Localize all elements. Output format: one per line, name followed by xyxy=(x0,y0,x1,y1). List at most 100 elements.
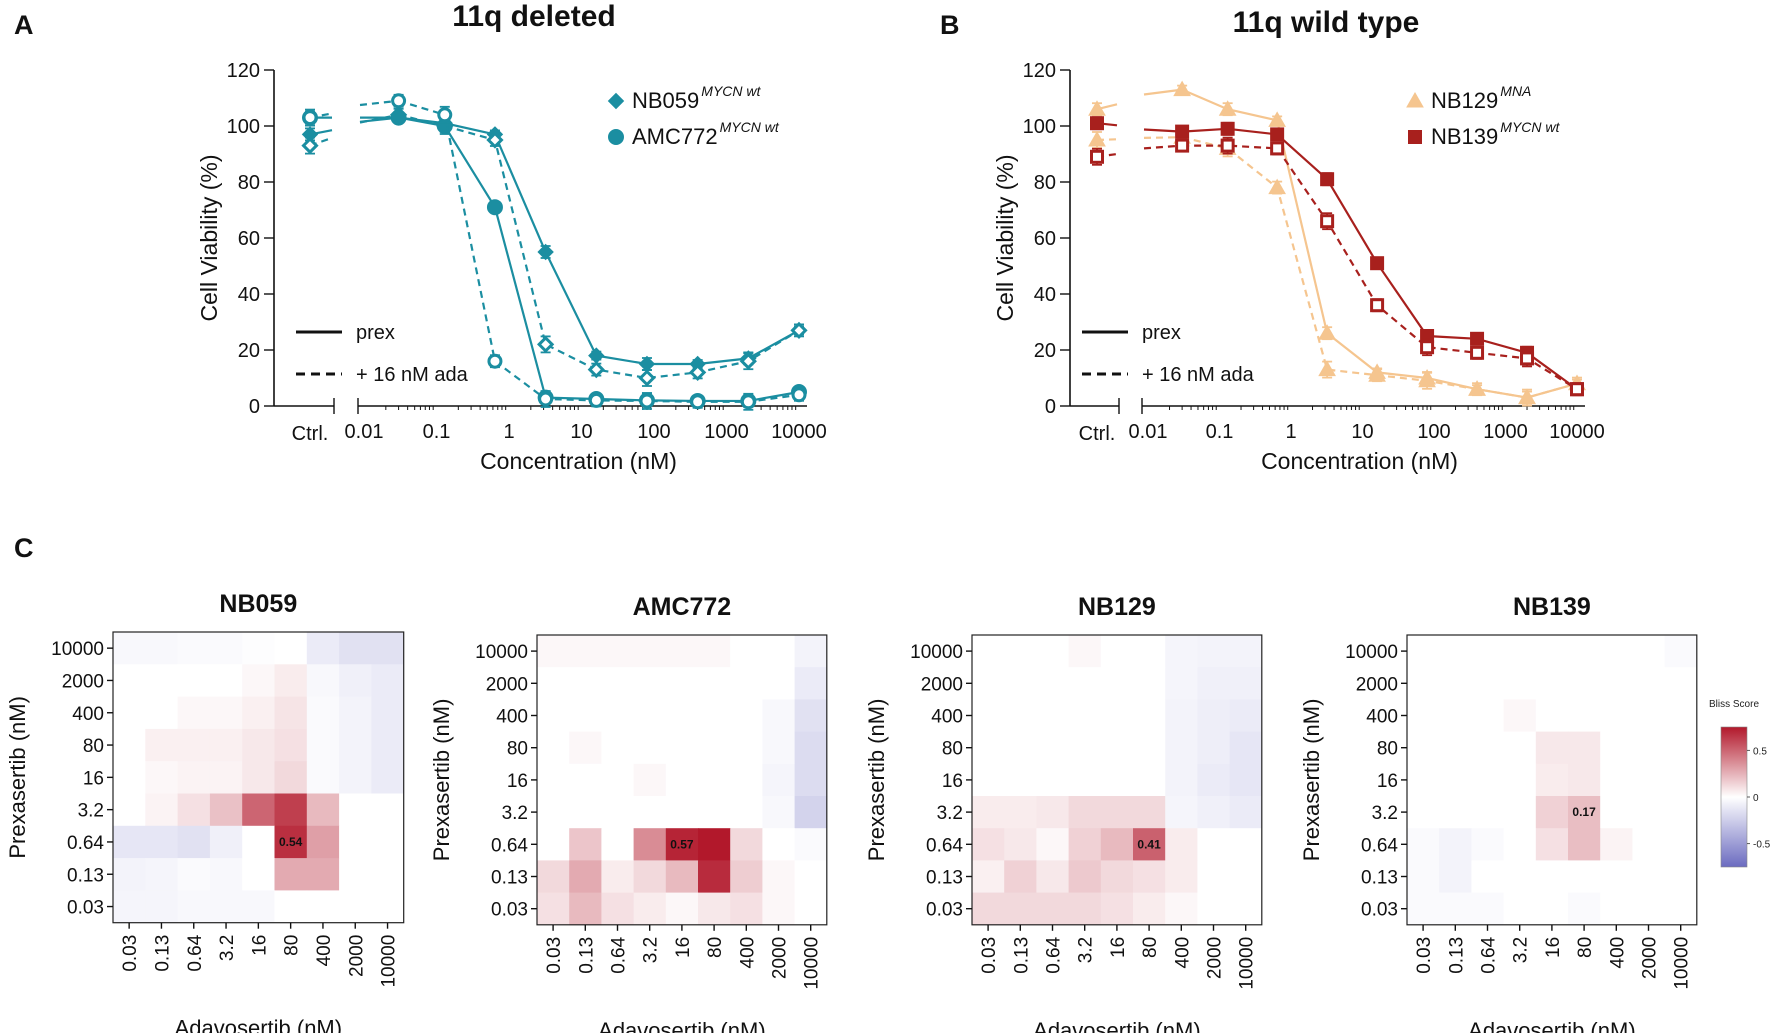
colorbar-bar xyxy=(1720,726,1748,868)
heatmap-cell xyxy=(1471,828,1504,861)
x-tick-label: 3.2 xyxy=(1511,937,1532,963)
y-axis-title: Prexasertib (nM) xyxy=(864,699,889,862)
y-tick-label: 0.13 xyxy=(491,868,528,889)
x-axis-title: Adavosertib (nM) xyxy=(598,1018,766,1033)
heatmap-cell xyxy=(1100,699,1134,732)
heatmap-cell xyxy=(1133,667,1166,700)
y-axis-title: Cell Viability (%) xyxy=(196,154,222,321)
heatmap-cell xyxy=(113,825,146,859)
heatmap-cell xyxy=(633,635,667,668)
heatmap-cell xyxy=(339,793,372,827)
heatmap-cell xyxy=(1664,635,1698,668)
x-tick-label: 0.03 xyxy=(1414,937,1435,974)
colorbar-tick-label: -0.5 xyxy=(1753,840,1771,851)
heatmap-cell xyxy=(177,761,211,794)
x-tick-label: 2000 xyxy=(770,937,791,979)
y-tick-label: 10000 xyxy=(910,642,963,663)
heatmap-cell xyxy=(339,761,372,794)
data-point xyxy=(486,199,503,216)
heatmap-cell xyxy=(665,763,699,797)
data-point xyxy=(537,243,554,261)
x-tick-label: 100 xyxy=(1417,421,1450,443)
y-tick-label: 120 xyxy=(1023,60,1056,82)
panel-letter-c: C xyxy=(14,533,34,563)
heatmap-cell xyxy=(242,664,275,697)
legend-item-nb139: NB139 MYCN wt xyxy=(1408,119,1561,149)
heatmap-cell xyxy=(537,892,570,926)
y-tick-label: 2000 xyxy=(1356,674,1398,695)
heatmap-cell xyxy=(1632,731,1665,765)
y-tick-label: 10000 xyxy=(1345,642,1398,663)
heatmap-cell xyxy=(1004,667,1037,700)
x-tick-label: 0.64 xyxy=(185,934,206,971)
heatmap-cell xyxy=(306,632,340,665)
heatmap-cell xyxy=(1100,796,1134,829)
heatmap-cell xyxy=(1568,635,1601,668)
heatmap-nb139: 0.17 NB139 10000 2000 400 80 16 3.2 0.64 0.13 0.03… xyxy=(1299,593,1698,1033)
data-point xyxy=(1520,351,1535,366)
heatmap-cell xyxy=(1535,763,1569,797)
heatmap-cell xyxy=(209,728,243,762)
heatmap-cell xyxy=(1600,635,1633,668)
x-tick-label: 10 xyxy=(1351,421,1373,443)
heatmap-cell xyxy=(1004,763,1037,797)
x-tick-label: 0.03 xyxy=(544,937,565,974)
heatmap-title: NB139 xyxy=(1513,593,1591,621)
ctrl-line xyxy=(359,99,399,107)
y-axis-title: Prexasertib (nM) xyxy=(5,696,30,859)
heatmap-cell xyxy=(1197,763,1230,797)
heatmap-cell xyxy=(371,890,405,924)
colorbar-title: Bliss Score xyxy=(1709,699,1759,710)
heatmap-cell xyxy=(665,860,699,893)
heatmap-cell xyxy=(1407,828,1440,861)
heatmap-cell xyxy=(633,828,667,861)
heatmap-cell xyxy=(1036,763,1069,797)
heatmap-cell xyxy=(1004,892,1037,926)
heatmap-cell xyxy=(1535,860,1569,893)
x-tick-label: 0.64 xyxy=(1044,936,1065,973)
heatmap-cell xyxy=(177,632,211,665)
heatmap-cell xyxy=(1004,731,1037,765)
heatmap-cell xyxy=(1100,731,1134,765)
heatmap-cell xyxy=(1197,828,1230,861)
heatmap-cell xyxy=(113,858,146,891)
heatmap-cell xyxy=(665,892,699,926)
x-axis-title: Adavosertib (nM) xyxy=(1468,1018,1636,1033)
y-axis-title: Prexasertib (nM) xyxy=(1299,699,1324,862)
heatmap-cell xyxy=(1471,892,1504,926)
y-tick-label: 2000 xyxy=(486,674,528,695)
heatmap-cell xyxy=(569,796,602,829)
heatmap-cell xyxy=(1600,892,1633,926)
heatmap-cell xyxy=(177,825,211,859)
heatmap-cell xyxy=(306,793,340,827)
legend-marker-diamond xyxy=(607,92,625,110)
heatmap-cell xyxy=(1664,763,1698,797)
x-tick-label: 0.01 xyxy=(345,421,384,443)
data-point xyxy=(538,391,554,407)
heatmap-cell xyxy=(1503,731,1537,765)
heatmap-cell xyxy=(665,667,699,700)
legend-label: AMC772 xyxy=(632,124,718,149)
heatmap-cell xyxy=(972,763,1005,797)
heatmap-cell xyxy=(762,828,795,861)
legend-superscript: MNA xyxy=(1500,83,1531,99)
x-tick-label: 100 xyxy=(637,421,670,443)
heatmap-cell xyxy=(730,763,763,797)
y-tick-label: 0.13 xyxy=(1361,868,1398,889)
data-point xyxy=(639,393,655,409)
heatmap-cell xyxy=(1229,763,1263,797)
heatmap-cell xyxy=(601,731,634,765)
data-point xyxy=(1470,331,1485,346)
x-tick-label: 3.2 xyxy=(1076,937,1097,963)
heatmap-cell xyxy=(1439,731,1472,765)
y-tick-label: 3.2 xyxy=(502,803,528,824)
heatmap-cell xyxy=(698,860,731,893)
heatmap-cell xyxy=(762,763,795,797)
heatmap-cell xyxy=(1407,860,1440,893)
heatmap-nb059: 0.54 NB059 10000 2000 400 80 16 3.2 0.64 0.13 0.03… xyxy=(5,590,405,1033)
x-tick-label: 1 xyxy=(1285,421,1296,443)
x-tick-label: 0.13 xyxy=(1446,937,1467,974)
heatmap-cell xyxy=(209,761,243,794)
heatmap-cell xyxy=(1568,860,1601,893)
legend-label: NB059 xyxy=(632,88,699,113)
